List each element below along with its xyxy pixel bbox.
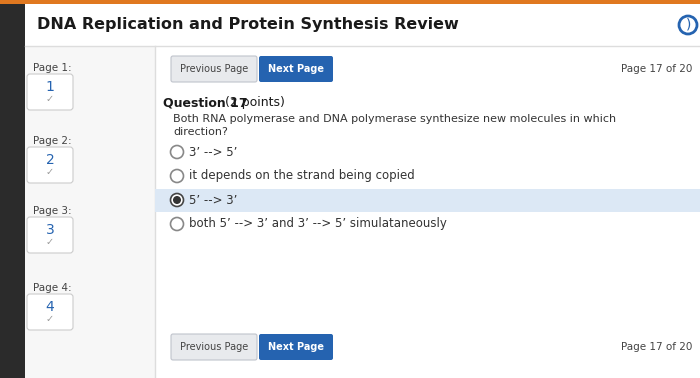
Circle shape [171,194,183,206]
Text: 3’ --> 5’: 3’ --> 5’ [189,146,237,158]
Text: Page 2:: Page 2: [33,136,71,146]
Text: ✓: ✓ [46,314,54,324]
FancyBboxPatch shape [171,56,257,82]
Text: 1: 1 [46,80,55,94]
Circle shape [171,217,183,231]
Text: Page 3:: Page 3: [33,206,71,216]
Circle shape [173,196,181,204]
Bar [25,4,700,46]
FancyBboxPatch shape [27,147,73,183]
Text: it depends on the strand being copied: it depends on the strand being copied [189,169,414,183]
FancyBboxPatch shape [27,74,73,110]
Bar [155,46,700,378]
Text: 3: 3 [46,223,55,237]
Bar [0,0,700,4]
FancyBboxPatch shape [171,334,257,360]
Text: Page 17 of 20: Page 17 of 20 [621,64,692,74]
Text: Previous Page: Previous Page [180,64,248,74]
Text: Page 1:: Page 1: [33,63,71,73]
Text: Next Page: Next Page [268,64,324,74]
Circle shape [171,146,183,158]
Text: ✓: ✓ [46,167,54,177]
Text: Page 17 of 20: Page 17 of 20 [621,342,692,352]
Text: Question 17: Question 17 [163,96,248,109]
Text: Page 4:: Page 4: [33,283,71,293]
FancyBboxPatch shape [27,217,73,253]
FancyBboxPatch shape [259,56,333,82]
Text: Previous Page: Previous Page [180,342,248,352]
Text: ✓: ✓ [46,237,54,247]
Text: 4: 4 [46,300,55,314]
FancyBboxPatch shape [27,294,73,330]
Text: ): ) [686,18,692,32]
Text: (2 points): (2 points) [221,96,285,109]
Text: Next Page: Next Page [268,342,324,352]
Text: direction?: direction? [173,127,228,137]
Text: ✓: ✓ [46,94,54,104]
Text: DNA Replication and Protein Synthesis Review: DNA Replication and Protein Synthesis Re… [37,17,458,33]
Text: 5’ --> 3’: 5’ --> 3’ [189,194,237,206]
Text: 2: 2 [46,153,55,167]
Bar [0,4,25,378]
Circle shape [171,169,183,183]
Text: Both RNA polymerase and DNA polymerase synthesize new molecules in which: Both RNA polymerase and DNA polymerase s… [173,114,616,124]
Bar [155,189,700,212]
Bar [25,46,155,378]
FancyBboxPatch shape [259,334,333,360]
Text: both 5’ --> 3’ and 3’ --> 5’ simulataneously: both 5’ --> 3’ and 3’ --> 5’ simulataneo… [189,217,447,231]
